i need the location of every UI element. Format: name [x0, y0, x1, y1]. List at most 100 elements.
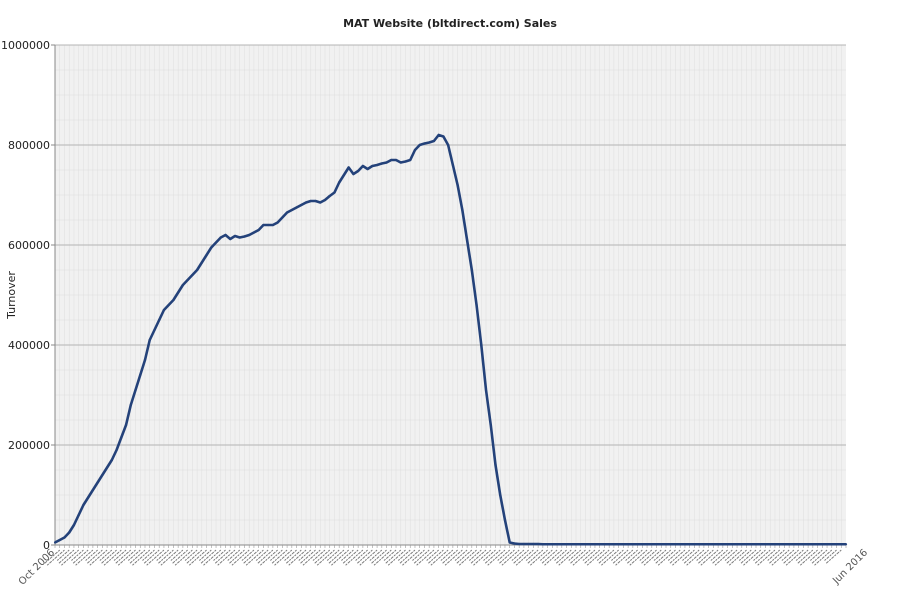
- x-tick-label-mark: [170, 549, 184, 561]
- x-tick-label-mark: [740, 549, 757, 564]
- data-point: [461, 208, 464, 212]
- data-point: [248, 233, 251, 237]
- x-tick-label-mark: [413, 549, 430, 564]
- x-tick-label-mark: [799, 549, 818, 567]
- x-tick-label-mark: [783, 549, 799, 564]
- data-point: [835, 543, 838, 546]
- x-tick-label-mark: [46, 549, 65, 567]
- data-point: [579, 543, 582, 546]
- data-point: [565, 543, 568, 546]
- y-tick-label: 600000: [8, 239, 50, 252]
- x-tick-label-mark: [56, 549, 70, 561]
- data-point: [641, 543, 644, 546]
- data-point: [115, 448, 118, 452]
- data-point: [664, 543, 668, 546]
- x-tick-label-mark: [383, 549, 397, 561]
- data-point: [622, 543, 625, 546]
- x-tick-label-mark: [571, 549, 591, 567]
- data-point: [181, 283, 184, 287]
- data-point: [91, 488, 94, 492]
- x-tick-label-mark: [387, 549, 406, 567]
- x-tick-label-mark: [657, 549, 676, 567]
- data-point: [788, 543, 791, 546]
- x-tick-label-mark: [74, 549, 94, 567]
- data-point: [210, 246, 213, 249]
- x-tick-label-mark: [214, 549, 231, 564]
- x-tick-label-mark: [586, 549, 605, 567]
- x-tick-label-mark: [369, 549, 383, 561]
- data-point: [195, 268, 199, 272]
- data-point: [830, 543, 833, 546]
- data-point: [158, 318, 161, 322]
- x-tick-label-mark: [143, 549, 160, 564]
- x-tick-label-mark: [198, 549, 212, 561]
- x-tick-label-mark: [412, 549, 425, 561]
- x-tick-label-mark: [142, 549, 155, 561]
- data-point: [82, 503, 85, 507]
- minor-gridlines: [55, 45, 846, 545]
- data-point: [617, 543, 620, 546]
- x-tick-label-mark: [543, 549, 563, 567]
- x-tick-label-mark: [742, 549, 762, 567]
- x-tick-label-mark: [809, 549, 823, 561]
- data-point: [271, 223, 274, 227]
- x-tick-label-mark: [101, 549, 117, 564]
- data-point: [825, 543, 829, 546]
- data-point: [698, 543, 701, 546]
- data-point: [423, 142, 426, 145]
- x-tick-label-mark: [287, 549, 307, 567]
- data-point: [778, 543, 781, 546]
- data-point: [148, 338, 151, 342]
- data-point: [238, 236, 241, 239]
- data-point: [328, 194, 331, 198]
- data-point: [707, 543, 710, 546]
- data-point: [361, 164, 364, 168]
- x-tick-label-mark: [513, 549, 529, 564]
- data-point: [252, 231, 256, 234]
- data-point: [773, 543, 777, 546]
- x-tick-label-mark: [486, 549, 506, 567]
- data-point: [243, 235, 246, 238]
- data-point: [721, 543, 724, 546]
- data-point: [811, 543, 814, 546]
- data-point: [660, 543, 663, 546]
- x-tick-label-mark: [598, 549, 615, 564]
- data-point: [489, 423, 492, 427]
- x-tick-label-mark: [770, 549, 790, 567]
- data-point: [418, 143, 421, 147]
- x-tick-label-mark: [399, 549, 416, 564]
- x-tick-label-mark: [87, 549, 103, 564]
- data-point: [385, 161, 388, 164]
- x-tick-label-mark: [326, 549, 340, 561]
- x-tick-label-mark: [769, 549, 785, 564]
- data-point: [413, 148, 417, 152]
- data-point: [636, 543, 639, 546]
- x-tick-label-mark: [284, 549, 297, 561]
- x-tick-label-mark: [270, 549, 283, 561]
- x-tick-label-mark: [541, 549, 558, 564]
- x-tick-label-mark: [298, 549, 312, 561]
- x-tick-label-mark: [499, 549, 515, 564]
- data-point: [783, 543, 786, 546]
- data-point: [129, 403, 132, 407]
- data-point: [233, 234, 237, 238]
- y-axis-label: Turnover: [5, 271, 18, 320]
- x-tick-label-mark: [357, 549, 373, 564]
- data-point: [821, 543, 824, 546]
- x-tick-label-mark: [570, 549, 586, 564]
- data-point: [342, 173, 346, 177]
- x-tick-label-mark: [273, 549, 293, 567]
- data-point: [551, 543, 554, 546]
- x-tick-label-mark: [300, 549, 316, 564]
- x-tick-label-mark: [483, 549, 496, 561]
- x-tick-label-mark: [454, 549, 468, 561]
- x-tick-label-mark: [227, 549, 241, 561]
- x-tick-label-mark: [429, 549, 449, 567]
- data-point: [537, 542, 540, 546]
- data-point: [200, 261, 203, 264]
- x-tick-label-mark: [824, 549, 837, 561]
- x-tick-label-mark: [555, 549, 572, 564]
- x-tick-label-mark: [500, 549, 520, 567]
- data-point: [72, 523, 76, 527]
- x-tick-label-mark: [639, 549, 653, 561]
